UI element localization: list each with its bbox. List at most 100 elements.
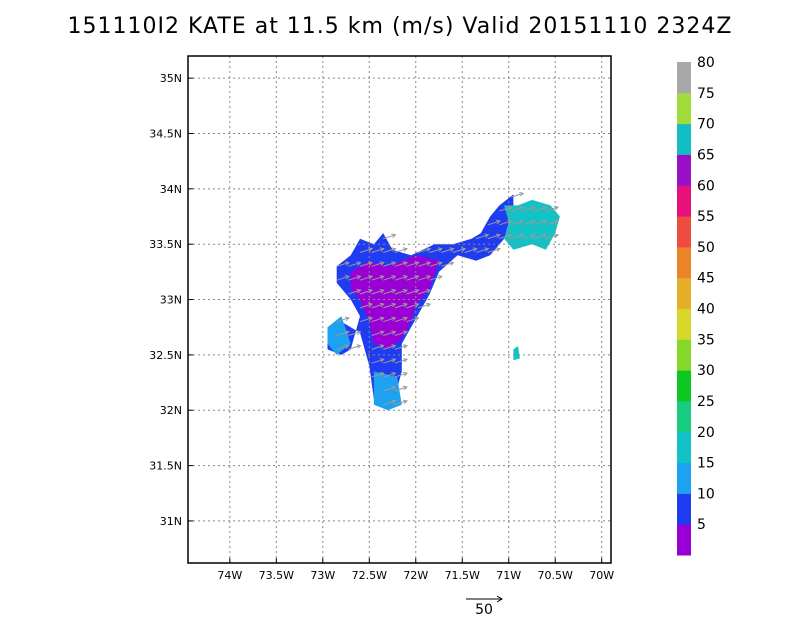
colorbar-label: 5 — [697, 517, 706, 533]
y-tick-label: 31.5N — [149, 460, 182, 473]
wind-vector-head — [379, 344, 385, 349]
wind-vector-head — [379, 288, 385, 294]
wind-vector-head — [437, 275, 443, 280]
wind-vector-head — [356, 288, 362, 294]
colorbar-segment — [677, 370, 691, 402]
wind-vector — [534, 206, 547, 212]
wind-vector — [476, 234, 489, 240]
colorbar-segment — [677, 462, 691, 494]
wind-vector-head — [542, 205, 548, 211]
wind-vector-head — [391, 316, 397, 322]
y-tick-label: 32N — [160, 404, 182, 417]
wind-vector-head — [368, 316, 374, 322]
wind-vector — [429, 262, 442, 267]
colorbar-segment — [677, 431, 691, 464]
wind-vector-head — [356, 330, 362, 335]
wind-vector — [359, 317, 373, 323]
wind-vector-head — [391, 247, 397, 252]
wind-vector — [348, 345, 361, 350]
colorbar-segment — [677, 92, 691, 125]
wind-vector-head — [461, 247, 467, 252]
wind-vector-head — [356, 344, 362, 349]
wind-vector — [510, 234, 524, 240]
wind-vector-head — [368, 261, 374, 266]
x-tick-label: 72.5W — [352, 569, 387, 582]
wind-vector-head — [379, 275, 385, 280]
wind-vector — [371, 317, 384, 323]
wind-vector — [348, 331, 361, 336]
wind-vector-head — [391, 302, 397, 308]
wind-region-20-5 — [513, 346, 520, 361]
wind-vector — [336, 275, 350, 281]
wind-region-20-2 — [504, 199, 560, 250]
wind-vector — [371, 275, 384, 281]
wind-vector-head — [507, 233, 513, 239]
wind-vector-head — [495, 247, 501, 252]
wind-vector-head — [472, 247, 478, 252]
wind-vector-head — [379, 371, 385, 377]
y-tick-label: 31N — [160, 515, 182, 528]
wind-vector-head — [402, 358, 409, 363]
wind-vector-head — [402, 399, 409, 405]
wind-vector-head — [519, 192, 525, 197]
wind-vector — [545, 206, 559, 212]
wind-vector-head — [391, 344, 397, 349]
colorbar-segment — [677, 123, 691, 155]
wind-vector-head — [414, 275, 420, 280]
colorbar-label: 60 — [697, 178, 715, 194]
reference-vector-head — [496, 595, 503, 603]
wind-vector-head — [391, 233, 397, 239]
wind-vector — [394, 331, 408, 336]
y-tick-label: 33.5N — [149, 238, 182, 251]
wind-vector — [406, 303, 419, 309]
wind-vector-head — [426, 275, 432, 280]
wind-vector-head — [553, 219, 559, 225]
colorbar-label: 15 — [697, 456, 715, 472]
chart-title: 151110I2 KATE at 11.5 km (m/s) Valid 201… — [67, 14, 733, 39]
wind-vector — [394, 262, 408, 267]
wind-vector-head — [379, 330, 385, 335]
wind-vector — [359, 303, 373, 309]
wind-vector-head — [344, 316, 350, 322]
wind-vector-head — [379, 316, 385, 322]
colorbar-segment — [677, 524, 691, 556]
wind-vector — [371, 372, 384, 378]
wind-vector — [371, 303, 384, 309]
colorbar-segment — [677, 277, 691, 309]
wind-vector-head — [379, 302, 385, 308]
wind-vector — [417, 289, 431, 295]
colorbar-segment — [677, 339, 691, 371]
wind-vector — [383, 386, 396, 392]
colorbar-label: 80 — [697, 55, 715, 71]
y-tick-label: 32.5N — [149, 349, 182, 362]
x-tick-label: 73W — [310, 569, 335, 582]
wind-vector-head — [426, 261, 432, 266]
wind-vector-head — [356, 275, 362, 280]
wind-vector — [522, 220, 535, 226]
colorbar-label: 30 — [697, 363, 715, 379]
colorbar-label: 50 — [697, 240, 715, 256]
wind-vector-head — [344, 275, 350, 280]
wind-vector-head — [530, 233, 536, 239]
plot-frame — [187, 55, 612, 564]
wind-vector — [534, 220, 547, 226]
wind-vector — [406, 262, 419, 267]
colorbar-label: 75 — [697, 86, 715, 102]
wind-vector-head — [402, 288, 409, 294]
wind-vector-head — [414, 261, 420, 266]
x-tick-label: 71W — [496, 569, 521, 582]
wind-vector — [452, 248, 466, 253]
colorbar-segment — [677, 154, 691, 186]
colorbar-label: 70 — [697, 117, 715, 133]
wind-vector — [441, 248, 454, 253]
wind-vector — [522, 234, 535, 240]
wind-vector — [371, 345, 384, 350]
wind-vector-head — [379, 261, 385, 266]
wind-vector — [383, 234, 396, 240]
wind-vector — [336, 262, 350, 267]
wind-vector — [417, 248, 431, 253]
wind-vector — [383, 303, 396, 309]
wind-vector-head — [368, 288, 374, 294]
wind-vector — [429, 275, 442, 281]
x-tick-label: 72W — [403, 569, 428, 582]
